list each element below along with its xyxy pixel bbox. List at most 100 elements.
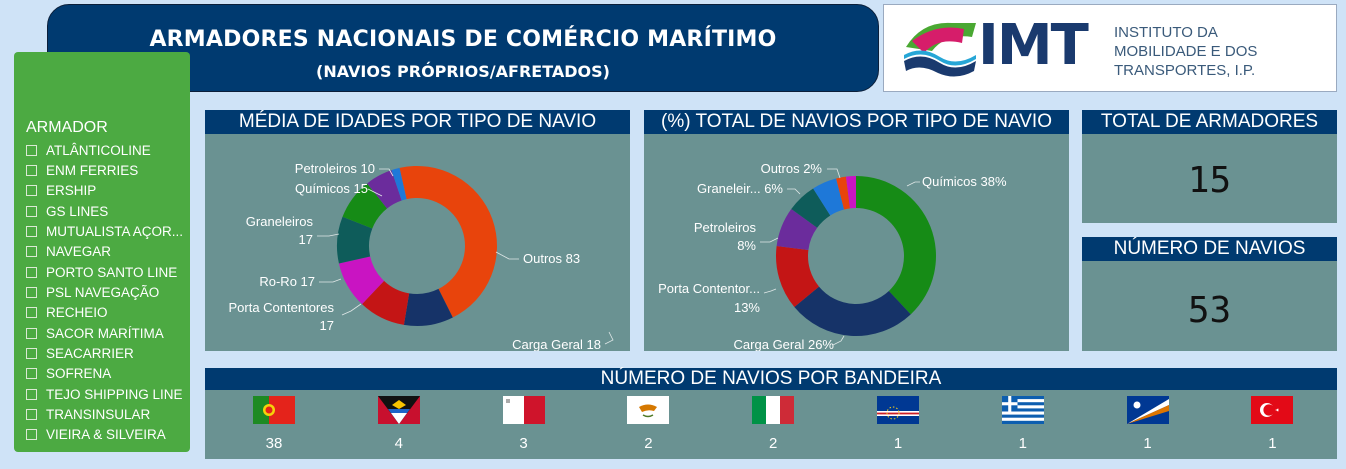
total-armadores-card: TOTAL DE ARMADORES 15 xyxy=(1082,110,1337,223)
armador-filter-item[interactable]: TRANSINSULAR xyxy=(26,406,150,424)
donut-slice[interactable] xyxy=(794,286,911,336)
leader-line xyxy=(367,188,383,197)
armador-checkbox[interactable] xyxy=(26,286,37,298)
armador-filter-item[interactable]: MUTUALISTA AÇOR... xyxy=(26,222,183,240)
armador-checkbox[interactable] xyxy=(26,409,37,421)
donut-slice[interactable] xyxy=(836,176,850,210)
armador-checkbox[interactable] xyxy=(26,368,37,380)
slice-label: Graneleir... 6% xyxy=(697,181,783,196)
armador-checkbox[interactable] xyxy=(26,307,37,319)
donut-slice[interactable] xyxy=(342,183,388,229)
page-title: ARMADORES NACIONAIS DE COMÉRCIO MARÍTIMO xyxy=(149,27,777,52)
donut-slice[interactable] xyxy=(856,176,936,315)
flag-column: 2 xyxy=(751,396,795,452)
donut-slice[interactable] xyxy=(367,170,402,209)
leader-line xyxy=(317,233,340,237)
armador-label: SEACARRIER xyxy=(46,346,134,361)
armador-label: TEJO SHIPPING LINE xyxy=(46,386,183,402)
slice-label: 17 xyxy=(299,232,313,247)
flag-ship-count: 3 xyxy=(519,435,528,452)
flag-icon[interactable] xyxy=(877,396,919,424)
flag-column: 4 xyxy=(377,396,421,452)
armador-filter-item[interactable]: SACOR MARÍTIMA xyxy=(26,324,164,342)
slice-label: 13% xyxy=(734,300,760,315)
imt-logo-word: IMT xyxy=(978,13,1089,78)
armador-checkbox[interactable] xyxy=(26,144,37,156)
armador-label: RECHEIO xyxy=(46,305,108,321)
donut-slice[interactable] xyxy=(399,166,497,318)
total-armadores-title: TOTAL DE ARMADORES xyxy=(1082,110,1337,134)
numero-navios-title: NÚMERO DE NAVIOS xyxy=(1082,237,1337,261)
armador-filter-item[interactable]: ATLÂNTICOLINE xyxy=(26,141,151,159)
armador-checkbox[interactable] xyxy=(26,205,37,217)
leader-line xyxy=(379,168,394,177)
armador-label: NAVEGAR xyxy=(46,244,112,260)
armador-filter-title: ARMADOR xyxy=(26,119,108,136)
armador-checkbox[interactable] xyxy=(26,246,37,258)
flag-column: 3 xyxy=(502,396,546,452)
ships-pct-by-type-panel: (%) TOTAL DE NAVIOS POR TIPO DE NAVIO Qu… xyxy=(644,110,1069,351)
leader-line xyxy=(763,288,777,294)
armador-checkbox[interactable] xyxy=(26,164,37,176)
flag-ship-count: 2 xyxy=(644,435,653,452)
armador-filter-item[interactable]: SOFRENA xyxy=(26,365,111,383)
armador-filter-item[interactable]: PSL NAVEGAÇÃO xyxy=(26,283,159,301)
slice-label: Outros 83 xyxy=(523,251,580,266)
slice-label: Porta Contentor... xyxy=(658,281,760,296)
slice-label: Porta Contentores xyxy=(228,300,334,315)
donut-slice[interactable] xyxy=(337,216,373,264)
flag-column: 1 xyxy=(1126,396,1170,452)
armador-checkbox[interactable] xyxy=(26,348,37,359)
leader-line xyxy=(832,335,845,346)
armador-filter-item[interactable]: ERSHIP xyxy=(26,182,96,200)
armador-filter-item[interactable]: ENM FERRIES xyxy=(26,161,138,179)
age-by-type-panel: MÉDIA DE IDADES POR TIPO DE NAVIO Outros… xyxy=(205,110,630,351)
flag-column: 2 xyxy=(626,396,670,452)
armador-filter-item[interactable]: PORTO SANTO LINE xyxy=(26,263,177,281)
leader-line xyxy=(604,331,614,345)
donut-slice[interactable] xyxy=(791,188,831,228)
armador-checkbox[interactable] xyxy=(26,388,37,400)
donut-slice[interactable] xyxy=(362,280,410,325)
armador-filter-item[interactable]: NAVEGAR xyxy=(26,243,111,261)
flag-icon[interactable] xyxy=(253,396,295,424)
leader-line xyxy=(827,168,841,179)
leader-line xyxy=(319,278,342,283)
slice-label: Petroleiros xyxy=(694,220,757,235)
donut-slice[interactable] xyxy=(776,208,818,250)
flag-column: 1 xyxy=(1250,396,1294,452)
donut-slice[interactable] xyxy=(813,178,845,216)
donut-slice[interactable] xyxy=(776,245,820,307)
flag-icon[interactable] xyxy=(627,396,670,424)
donut-slice[interactable] xyxy=(845,176,856,209)
donut-slice[interactable] xyxy=(338,256,385,305)
donut-slice[interactable] xyxy=(391,167,407,201)
flag-icon[interactable] xyxy=(502,396,545,424)
armador-label: SACOR MARÍTIMA xyxy=(46,325,164,341)
slice-label: Ro-Ro 17 xyxy=(259,274,315,289)
slice-label: Químicos 38% xyxy=(922,174,1007,189)
flag-icon[interactable] xyxy=(377,396,420,424)
imt-swoosh-icon xyxy=(904,22,976,77)
flag-icon[interactable] xyxy=(1251,396,1294,424)
armador-filter-panel: ARMADOR xyxy=(14,52,190,452)
flag-ship-count: 4 xyxy=(394,435,403,452)
flag-column: 1 xyxy=(1001,396,1045,452)
armador-filter-item[interactable]: VIEIRA & SILVEIRA xyxy=(26,426,166,444)
armador-checkbox[interactable] xyxy=(26,225,37,237)
armador-checkbox[interactable] xyxy=(26,266,37,278)
armador-filter-item[interactable]: GS LINES xyxy=(26,202,108,220)
slice-label: Graneleiros xyxy=(246,214,314,229)
armador-filter-item[interactable]: TEJO SHIPPING LINE xyxy=(26,385,183,403)
armador-checkbox[interactable] xyxy=(26,327,37,339)
flag-icon[interactable] xyxy=(1126,396,1169,424)
flag-icon[interactable] xyxy=(1001,396,1044,424)
donut-slice[interactable] xyxy=(403,288,453,326)
armador-filter-item[interactable]: SEACARRIER xyxy=(26,345,134,363)
armador-checkbox[interactable] xyxy=(26,429,37,441)
armador-checkbox[interactable] xyxy=(26,185,37,197)
flag-icon[interactable] xyxy=(752,396,795,424)
armador-label: PSL NAVEGAÇÃO xyxy=(46,284,160,300)
armador-label: SOFRENA xyxy=(46,366,112,382)
armador-filter-item[interactable]: RECHEIO xyxy=(26,304,108,322)
